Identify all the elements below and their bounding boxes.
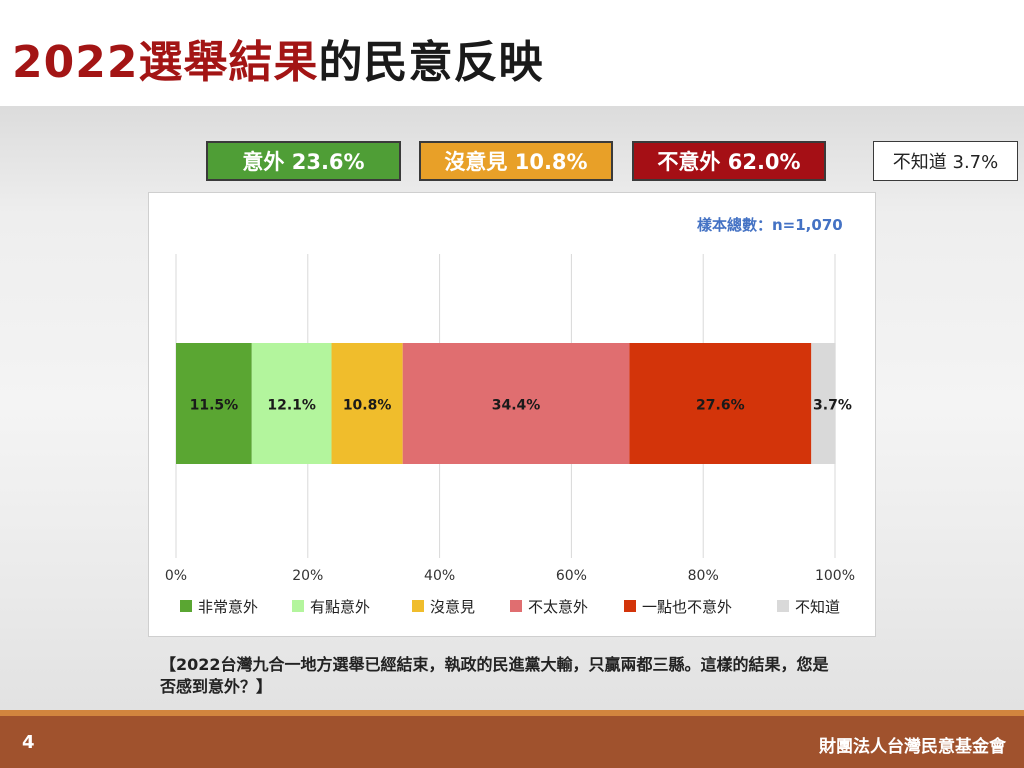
survey-question: 【2022台灣九合一地方選舉已經結束，執政的民進黨大輸，只贏兩都三縣。這樣的結果… bbox=[160, 655, 829, 696]
summary-tag-no-opinion: 沒意見 10.8% bbox=[419, 141, 613, 181]
page-number: 4 bbox=[22, 732, 35, 753]
page-title-rest: 的民意反映 bbox=[318, 37, 544, 88]
title-bar: 2022選舉結果的民意反映 bbox=[0, 0, 1024, 106]
summary-tag-not-surprised: 不意外 62.0% bbox=[632, 141, 826, 181]
summary-tag-surprised: 意外 23.6% bbox=[206, 141, 401, 181]
page-title-highlight: 2022選舉結果 bbox=[12, 37, 319, 88]
footer-bar bbox=[0, 710, 1024, 768]
page-title: 2022選舉結果的民意反映 bbox=[12, 26, 543, 90]
sample-size-note: 樣本總數：n=1,070 bbox=[697, 216, 843, 234]
chart-panel bbox=[148, 192, 876, 637]
summary-tag-dont-know: 不知道 3.7% bbox=[873, 141, 1018, 181]
organization-name: 財團法人台灣民意基金會 bbox=[819, 737, 1006, 757]
